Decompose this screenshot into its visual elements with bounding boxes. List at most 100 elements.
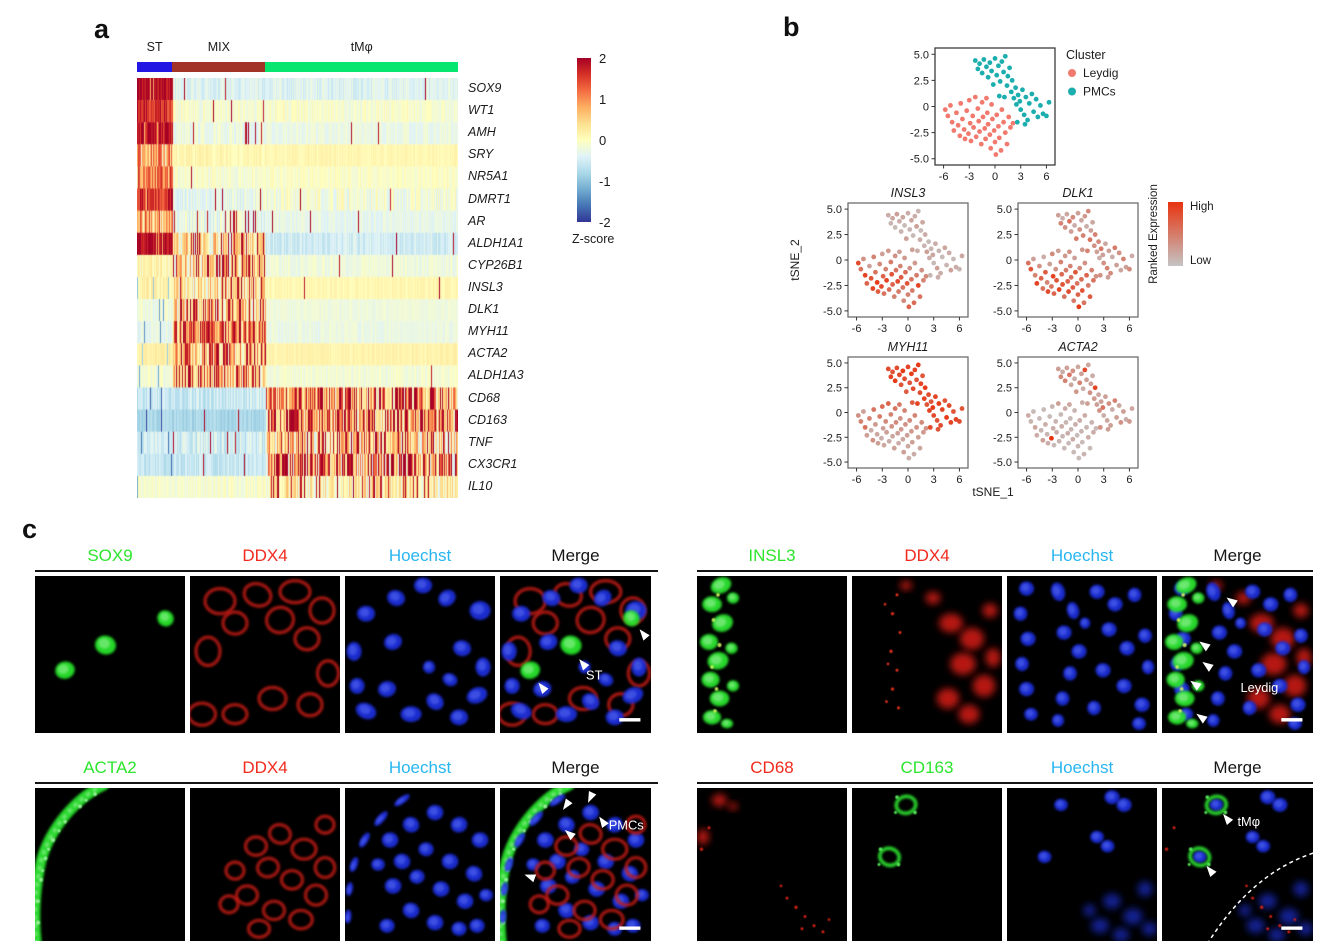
channel-label-Merge: Merge bbox=[551, 758, 600, 777]
tsne-feature-plot-ACTA2: -6 -3 0 3 6 5.0 2.5 0 -2.5 -5.0 ACTA2 bbox=[993, 340, 1139, 486]
svg-text:-6: -6 bbox=[852, 323, 862, 335]
svg-text:3: 3 bbox=[1018, 171, 1024, 183]
arrowhead-marker bbox=[1206, 865, 1217, 878]
heatmap-annotation-bar bbox=[137, 62, 458, 72]
svg-text:-5.0: -5.0 bbox=[993, 457, 1012, 469]
annotation-segment-tMφ bbox=[265, 62, 458, 72]
micro-block-left: SOX9 DDX4 Hoechst Merge ST ACTA2 DDX4 Hoechst Me… bbox=[35, 530, 658, 943]
svg-text:-3: -3 bbox=[964, 171, 974, 183]
ranked-expression-legend: Ranked Expression High Low bbox=[1148, 184, 1214, 284]
channel-label-Merge: Merge bbox=[1213, 758, 1262, 777]
gene-label-DMRT1: DMRT1 bbox=[468, 191, 511, 206]
gene-label-AR: AR bbox=[468, 213, 486, 228]
scale-bar bbox=[1281, 718, 1303, 722]
arrowhead-marker bbox=[639, 629, 650, 641]
channel-label-Hoechst: Hoechst bbox=[1050, 758, 1114, 777]
channel-label-Hoechst: Hoechst bbox=[1050, 546, 1114, 565]
annotation-label-PMCs: PMCs bbox=[609, 817, 644, 832]
header-underline bbox=[35, 570, 658, 572]
zscore-colorbar-title: Z-score bbox=[572, 232, 615, 246]
gene-label-IL10: IL10 bbox=[468, 478, 493, 493]
channel-label-Merge: Merge bbox=[1213, 546, 1262, 565]
gene-label-ALDH1A1: ALDH1A1 bbox=[468, 235, 524, 250]
svg-text:-5.0: -5.0 bbox=[823, 306, 842, 318]
svg-text:2.5: 2.5 bbox=[997, 383, 1012, 395]
gene-label-DLK1: DLK1 bbox=[468, 302, 500, 317]
arrowhead-marker bbox=[579, 659, 590, 671]
gene-label-WT1: WT1 bbox=[468, 103, 495, 118]
svg-text:5.0: 5.0 bbox=[827, 204, 842, 216]
zscore-tick--1: -1 bbox=[599, 174, 611, 189]
plot-title-MYH11: MYH11 bbox=[888, 340, 929, 354]
plot-title-DLK1: DLK1 bbox=[1062, 186, 1093, 200]
zscore-tick-2: 2 bbox=[599, 51, 607, 66]
gene-label-CD163: CD163 bbox=[468, 412, 507, 427]
tsne2-axis-label: tSNE_2 bbox=[788, 239, 802, 281]
arrowhead-marker bbox=[588, 790, 597, 803]
svg-text:-6: -6 bbox=[1022, 323, 1032, 335]
micro-image-r1-1 bbox=[852, 576, 1002, 733]
arrowhead-marker bbox=[562, 798, 573, 810]
micro-image-l1-3: ST bbox=[500, 576, 651, 733]
group-label-MIX: MIX bbox=[207, 40, 230, 54]
svg-text:-3: -3 bbox=[877, 474, 887, 486]
panel-a-letter: a bbox=[94, 14, 110, 44]
annotation-label-ST: ST bbox=[586, 667, 602, 682]
header-underline bbox=[697, 570, 1313, 572]
micro-image-r2-1 bbox=[852, 788, 1002, 941]
plot-title-ACTA2: ACTA2 bbox=[1057, 340, 1097, 354]
channel-label-DDX4: DDX4 bbox=[904, 546, 950, 565]
gene-label-AMH: AMH bbox=[468, 125, 496, 140]
svg-text:5.0: 5.0 bbox=[997, 204, 1012, 216]
svg-text:-6: -6 bbox=[852, 474, 862, 486]
svg-text:3: 3 bbox=[931, 474, 937, 486]
panel-c-letter: c bbox=[22, 514, 38, 544]
gene-label-CX3CR1: CX3CR1 bbox=[468, 456, 518, 471]
gene-label-SOX9: SOX9 bbox=[468, 81, 502, 96]
svg-text:-5.0: -5.0 bbox=[993, 306, 1012, 318]
micro-image-r2-3: tMφ bbox=[1162, 788, 1313, 941]
gene-label-NR5A1: NR5A1 bbox=[468, 169, 509, 184]
svg-text:6: 6 bbox=[956, 323, 962, 335]
tsne-feature-plot-DLK1: -6 -3 0 3 6 5.0 2.5 0 -2.5 -5.0 DLK1 bbox=[993, 186, 1139, 335]
svg-text:-5.0: -5.0 bbox=[823, 457, 842, 469]
legend-dot-PMCs bbox=[1068, 87, 1076, 96]
zscore-tick-0: 0 bbox=[599, 133, 607, 148]
svg-text:-6: -6 bbox=[1022, 474, 1032, 486]
svg-text:5.0: 5.0 bbox=[827, 358, 842, 370]
cluster-legend-title: Cluster bbox=[1066, 48, 1106, 62]
svg-text:0: 0 bbox=[1006, 408, 1012, 420]
arrowhead-marker bbox=[599, 816, 609, 829]
arrowhead-marker bbox=[1223, 813, 1234, 826]
micro-image-l2-1 bbox=[190, 788, 340, 941]
header-underline bbox=[35, 782, 658, 784]
channel-label-DDX4: DDX4 bbox=[242, 546, 288, 565]
arrowhead-marker bbox=[538, 682, 549, 695]
gene-label-CYP26B1: CYP26B1 bbox=[468, 257, 523, 272]
annotation-segment-MIX bbox=[172, 62, 266, 72]
svg-text:6: 6 bbox=[1126, 474, 1132, 486]
header-underline bbox=[697, 782, 1313, 784]
micro-image-l2-2 bbox=[345, 788, 495, 941]
micro-image-l1-2 bbox=[345, 576, 495, 733]
svg-text:-3: -3 bbox=[877, 323, 887, 335]
micro-image-r1-3: Leydig bbox=[1162, 576, 1313, 733]
svg-text:2.5: 2.5 bbox=[914, 75, 929, 87]
svg-text:-2.5: -2.5 bbox=[910, 128, 929, 140]
cluster-legend: Cluster Leydig PMCs bbox=[1066, 48, 1118, 99]
svg-text:-2.5: -2.5 bbox=[993, 280, 1012, 292]
zscore-tick-1: 1 bbox=[599, 92, 607, 107]
arrowhead-marker bbox=[564, 829, 576, 841]
arrowhead-marker bbox=[1199, 641, 1211, 652]
expression-low-label: Low bbox=[1190, 255, 1212, 267]
svg-text:0: 0 bbox=[905, 474, 911, 486]
svg-text:0: 0 bbox=[836, 255, 842, 267]
gene-label-ACTA2: ACTA2 bbox=[468, 346, 508, 361]
gene-label-SRY: SRY bbox=[468, 147, 494, 162]
channel-label-CD68: CD68 bbox=[750, 758, 794, 777]
group-label-ST: ST bbox=[146, 40, 163, 54]
channel-label-ACTA2: ACTA2 bbox=[83, 758, 137, 777]
micro-image-r2-0 bbox=[697, 788, 847, 941]
scale-bar bbox=[619, 926, 641, 930]
micro-image-r1-0 bbox=[697, 576, 847, 733]
